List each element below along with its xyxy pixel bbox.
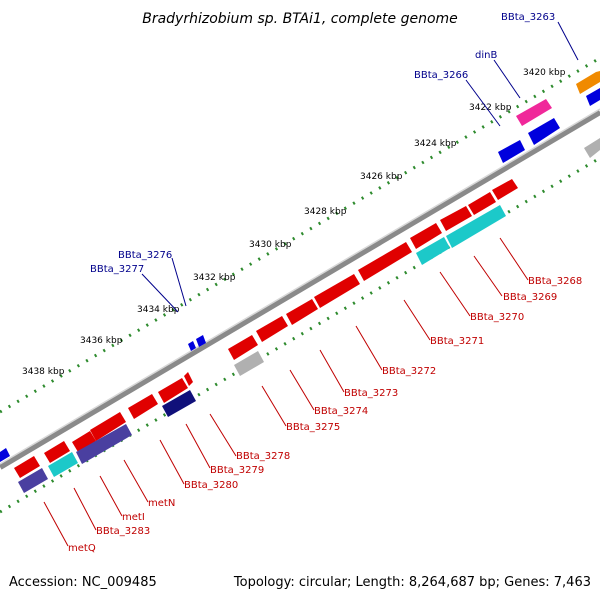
gene-bbta-3277[interactable] (188, 341, 196, 351)
gene-label[interactable]: BBta_3270 (470, 312, 524, 323)
gene-bbta-3280[interactable] (128, 394, 158, 419)
scale-label: 3430 kbp (249, 240, 292, 250)
gene-metq[interactable] (14, 456, 40, 478)
scale-label: 3428 kbp (304, 207, 347, 217)
genome-backbone-highlight (0, 108, 600, 465)
gene-bbta-3275[interactable] (256, 316, 288, 342)
gene-bbta-3263[interactable] (576, 71, 600, 94)
gene-block-grey[interactable] (234, 351, 264, 376)
scale-labels: 3420 kbp 3422 kbp 3424 kbp 3426 kbp 3428… (22, 68, 566, 377)
leader-lines (43, 21, 579, 547)
gene-label[interactable]: BBta_3266 (414, 70, 468, 81)
outer-labels: BBta_3263 dinB BBta_3266 BBta_3276 BBta_… (90, 12, 555, 275)
topology-text: Topology: circular; Length: 8,264,687 bp… (233, 575, 591, 590)
gene-label[interactable]: BBta_3271 (430, 336, 484, 347)
gene-block-cyan[interactable] (446, 205, 506, 248)
forward-genes (188, 71, 600, 351)
scale-label: 3432 kbp (193, 273, 236, 283)
gene-block-slate[interactable] (18, 468, 48, 493)
gene-bbta-3271[interactable] (410, 223, 442, 249)
inner-labels: BBta_3268 BBta_3269 BBta_3270 BBta_3271 … (68, 276, 582, 554)
gene-block-cyan[interactable] (48, 452, 78, 477)
gene-bbta-3276[interactable] (196, 335, 206, 347)
gene-block-blue[interactable] (498, 140, 525, 163)
gene-meti[interactable] (72, 431, 96, 452)
gene-metn[interactable] (90, 412, 126, 441)
gene-label[interactable]: metI (122, 512, 145, 523)
gene-block-blue[interactable] (586, 88, 600, 106)
gene-block-navy[interactable] (162, 390, 196, 417)
gene-bbta-3266[interactable] (528, 118, 560, 145)
gene-dinb[interactable] (516, 99, 552, 126)
gene-label[interactable]: BBta_3279 (210, 465, 264, 476)
scale-label: 3438 kbp (22, 367, 65, 377)
gene-bbta-3272[interactable] (358, 242, 412, 281)
gene-label[interactable]: BBta_3280 (184, 480, 238, 491)
outer-scale-track (0, 56, 600, 414)
scale-label: 3436 kbp (80, 336, 123, 346)
gene-block-grey[interactable] (584, 138, 600, 158)
gene-bbta-3273[interactable] (314, 274, 360, 308)
gene-bbta-3278[interactable] (228, 335, 258, 360)
gene-label[interactable]: metQ (68, 543, 96, 554)
scale-label: 3424 kbp (414, 139, 457, 149)
gene-block-cyan[interactable] (416, 237, 450, 265)
gene-label[interactable]: dinB (475, 50, 497, 61)
gene-label[interactable]: BBta_3275 (286, 422, 340, 433)
gene-label[interactable]: BBta_3263 (501, 12, 555, 23)
scale-label: 3434 kbp (137, 305, 180, 315)
gene-label[interactable]: BBta_3276 (118, 250, 172, 261)
gene-label[interactable]: BBta_3278 (236, 451, 290, 462)
gene-bbta-3274[interactable] (286, 299, 318, 325)
gene-block-blue[interactable] (0, 448, 10, 462)
gene-label[interactable]: BBta_3273 (344, 388, 398, 399)
genome-backbone (0, 109, 600, 470)
scale-label: 3426 kbp (360, 172, 403, 182)
gene-bbta-3279b[interactable] (184, 372, 193, 386)
gene-label[interactable]: BBta_3268 (528, 276, 582, 287)
gene-label[interactable]: BBta_3274 (314, 406, 368, 417)
gene-label[interactable]: BBta_3277 (90, 264, 144, 275)
gene-bbta-3269[interactable] (468, 192, 496, 215)
gene-block-slate[interactable] (76, 424, 132, 464)
scale-label: 3420 kbp (523, 68, 566, 78)
gene-label[interactable]: BBta_3283 (96, 526, 150, 537)
gene-bbta-3270[interactable] (440, 206, 472, 231)
gene-bbta-3279[interactable] (158, 378, 188, 403)
gene-bbta-3283[interactable] (44, 441, 70, 463)
gene-bbta-3268[interactable] (492, 179, 518, 200)
accession-text: Accession: NC_009485 (9, 575, 157, 590)
gene-label[interactable]: BBta_3272 (382, 366, 436, 377)
scale-label: 3422 kbp (469, 103, 512, 113)
gene-label[interactable]: metN (148, 498, 175, 509)
reverse-genes (0, 138, 600, 493)
gene-label[interactable]: BBta_3269 (503, 292, 557, 303)
map-title: Bradyrhizobium sp. BTAi1, complete genom… (142, 11, 458, 27)
